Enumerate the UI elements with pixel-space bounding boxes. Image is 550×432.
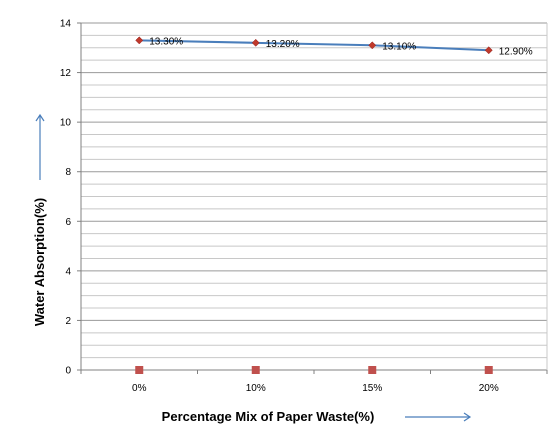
y-tick-label: 2 <box>65 316 71 327</box>
y-tick-label: 14 <box>60 19 72 30</box>
x-tick-label: 20% <box>479 383 499 394</box>
gridlines <box>81 22 547 371</box>
y-tick-label: 6 <box>65 217 71 228</box>
x-tick-label: 0% <box>132 383 147 394</box>
data-labels: 13.30% 13.20% 13.10% 12.90% <box>149 36 533 57</box>
x-axis-arrow-head <box>463 412 472 422</box>
data-point-marker <box>484 46 493 55</box>
y-tick-label: 10 <box>60 118 72 129</box>
data-point-marker <box>368 41 377 50</box>
data-point-marker <box>251 366 260 374</box>
x-axis-title: Percentage Mix of Paper Waste(%) <box>162 409 375 424</box>
y-tick-labels: 0 2 4 6 8 10 12 14 <box>60 19 81 377</box>
y-tick-label: 0 <box>65 366 71 377</box>
series-line <box>139 39 489 52</box>
data-point-marker <box>251 38 260 47</box>
y-tick-label: 4 <box>65 266 71 277</box>
data-label: 13.20% <box>266 39 300 50</box>
data-point-marker <box>135 36 144 45</box>
data-point-marker <box>135 366 144 374</box>
x-tick-label: 15% <box>362 383 382 394</box>
y-axis-title: Water Absorption(%) <box>32 198 47 326</box>
data-point-marker <box>484 366 493 374</box>
y-tick-label: 8 <box>65 167 71 178</box>
series <box>135 36 493 374</box>
data-label: 13.10% <box>382 41 416 52</box>
x-tick-labels: 0% 10% 15% 20% <box>80 370 548 394</box>
data-label: 12.90% <box>499 46 533 57</box>
x-tick-label: 10% <box>246 383 266 394</box>
y-tick-label: 12 <box>60 68 72 79</box>
data-point-marker <box>368 366 377 374</box>
y-axis-arrow-head <box>35 113 45 122</box>
data-label: 13.30% <box>149 36 183 47</box>
